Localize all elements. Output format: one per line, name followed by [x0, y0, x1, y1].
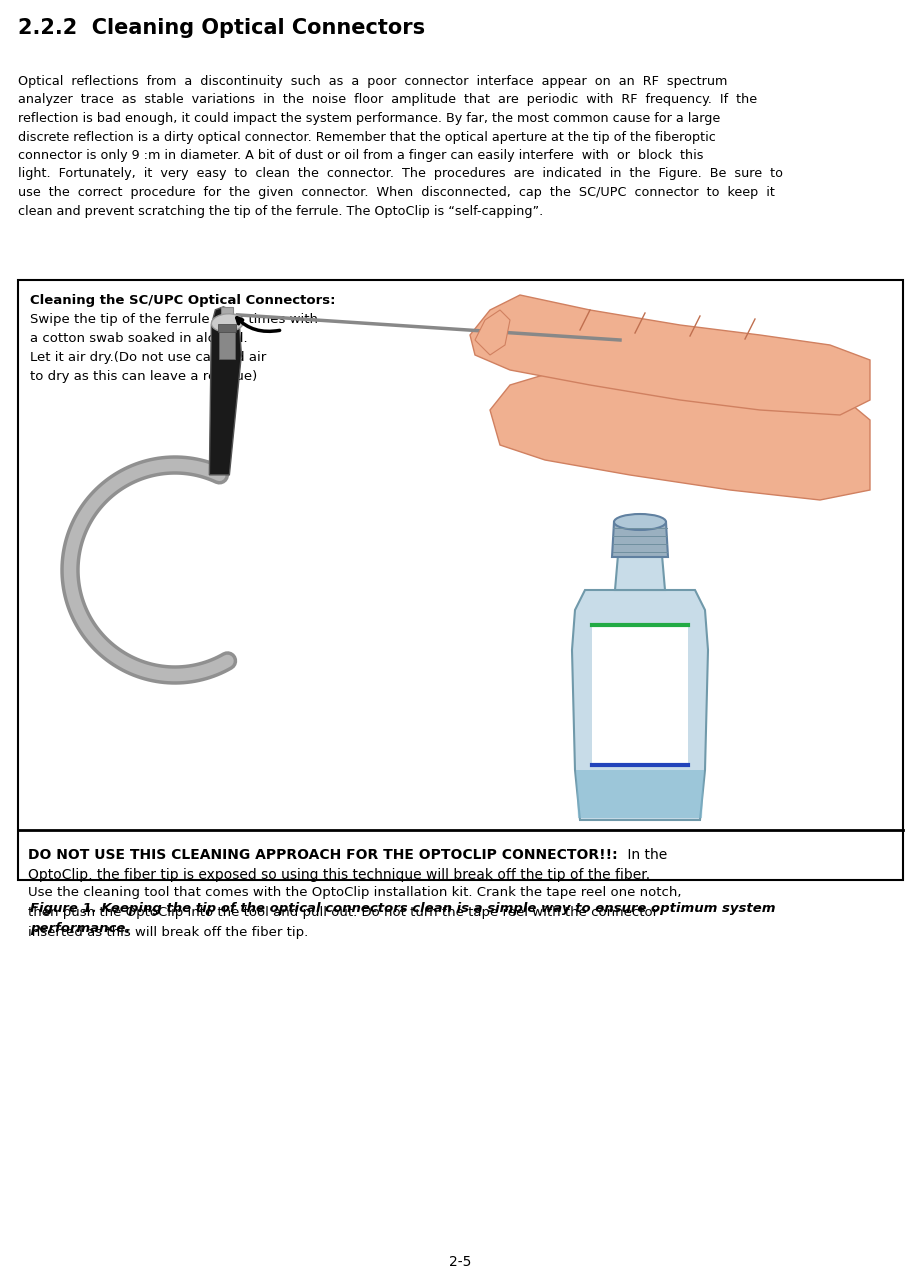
- Text: DO NOT USE THIS CLEANING APPROACH FOR THE OPTOCLIP CONNECTOR!!:: DO NOT USE THIS CLEANING APPROACH FOR TH…: [28, 848, 618, 862]
- Text: In the: In the: [623, 848, 667, 862]
- Text: Use the cleaning tool that comes with the OptoClip installation kit. Crank the t: Use the cleaning tool that comes with th…: [28, 886, 682, 899]
- Text: a cotton swab soaked in alcohol.: a cotton swab soaked in alcohol.: [30, 333, 248, 345]
- Text: inserted as this will break off the fiber tip.: inserted as this will break off the fibe…: [28, 926, 309, 939]
- Text: OptoClip, the fiber tip is exposed so using this technique will break off the ti: OptoClip, the fiber tip is exposed so us…: [28, 868, 650, 883]
- Text: to dry as this can leave a residue): to dry as this can leave a residue): [30, 370, 257, 382]
- Text: clean and prevent scratching the tip of the ferrule. The OptoClip is “self-cappi: clean and prevent scratching the tip of …: [18, 205, 543, 217]
- Bar: [592, 625, 688, 765]
- Text: Let it air dry.(Do not use canned air: Let it air dry.(Do not use canned air: [30, 350, 266, 365]
- Ellipse shape: [212, 313, 243, 331]
- Polygon shape: [612, 522, 668, 556]
- Polygon shape: [576, 770, 704, 819]
- Text: performance.: performance.: [30, 922, 131, 935]
- Text: 2-5: 2-5: [449, 1255, 472, 1269]
- Text: analyzer  trace  as  stable  variations  in  the  noise  floor  amplitude  that : analyzer trace as stable variations in t…: [18, 93, 757, 106]
- Polygon shape: [490, 359, 870, 500]
- Bar: [18, 280, 903, 880]
- Text: Cleaning the SC/UPC Optical Connectors:: Cleaning the SC/UPC Optical Connectors:: [30, 294, 335, 307]
- Text: then push the OptoClip into the tool and pull out. Do not turn the tape reel wit: then push the OptoClip into the tool and…: [28, 906, 659, 920]
- Ellipse shape: [614, 514, 666, 530]
- Bar: [219, 331, 236, 359]
- Text: light.  Fortunately,  it  very  easy  to  clean  the  connector.  The  procedure: light. Fortunately, it very easy to clea…: [18, 168, 783, 180]
- Polygon shape: [475, 310, 510, 356]
- Polygon shape: [209, 307, 241, 475]
- Text: connector is only 9 :m in diameter. A bit of dust or oil from a finger can easil: connector is only 9 :m in diameter. A bi…: [18, 148, 704, 162]
- Text: use  the  correct  procedure  for  the  given  connector.  When  disconnected,  : use the correct procedure for the given …: [18, 185, 775, 200]
- Text: Swipe the tip of the ferrule 2 - 3 times with: Swipe the tip of the ferrule 2 - 3 times…: [30, 313, 318, 326]
- Text: discrete reflection is a dirty optical connector. Remember that the optical aper: discrete reflection is a dirty optical c…: [18, 130, 716, 143]
- Bar: [218, 324, 237, 331]
- Text: Optical  reflections  from  a  discontinuity  such  as  a  poor  connector  inte: Optical reflections from a discontinuity…: [18, 75, 728, 88]
- Polygon shape: [572, 590, 708, 820]
- Text: 2.2.2  Cleaning Optical Connectors: 2.2.2 Cleaning Optical Connectors: [18, 18, 426, 38]
- Polygon shape: [470, 295, 870, 414]
- Text: reflection is bad enough, it could impact the system performance. By far, the mo: reflection is bad enough, it could impac…: [18, 113, 720, 125]
- Bar: [221, 307, 233, 325]
- Text: Figure 1. Keeping the tip of the optical connectors clean is a simple way to ens: Figure 1. Keeping the tip of the optical…: [30, 902, 775, 914]
- Polygon shape: [615, 555, 665, 590]
